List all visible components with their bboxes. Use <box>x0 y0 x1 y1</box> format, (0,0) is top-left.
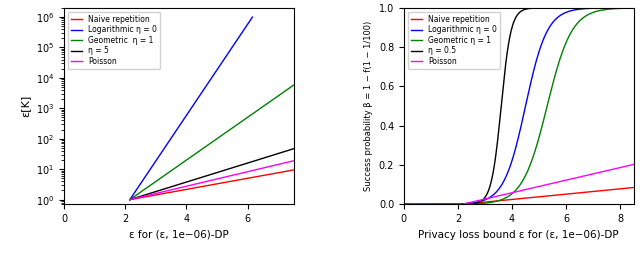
Naive repetition <box>400 203 408 206</box>
Logarithmic η = 0 <box>440 203 447 206</box>
Naive repetition <box>440 203 447 206</box>
η = 0.5 <box>625 6 633 9</box>
Poisson <box>400 203 408 206</box>
η = 5 <box>237 163 245 167</box>
Logarithmic η = 0 <box>488 194 496 198</box>
Geometric  η = 1 <box>127 197 135 200</box>
Line: Naive repetition: Naive repetition <box>404 188 634 204</box>
Naive repetition <box>290 168 298 172</box>
Legend: Naive repetition, Logarithmic η = 0, Geometric η = 1, η = 0.5, Poisson: Naive repetition, Logarithmic η = 0, Geo… <box>408 12 500 69</box>
Naive repetition <box>243 177 250 180</box>
Poisson <box>237 172 245 175</box>
η = 0.5 <box>426 203 434 206</box>
Geometric η = 1 <box>625 7 633 10</box>
Line: Poisson: Poisson <box>404 165 634 204</box>
Geometric η = 1 <box>426 203 434 206</box>
η = 0.5 <box>440 203 447 206</box>
Geometric  η = 1 <box>206 142 214 145</box>
Logarithmic η = 0 <box>173 127 181 130</box>
Naive repetition <box>630 186 637 189</box>
Logarithmic η = 0 <box>630 6 637 9</box>
η = 5 <box>126 198 134 201</box>
Naive repetition <box>426 203 434 206</box>
η = 0.5 <box>498 97 506 100</box>
Geometric  η = 1 <box>235 122 243 125</box>
Geometric  η = 1 <box>243 117 250 120</box>
Geometric η = 1 <box>498 198 506 201</box>
Poisson <box>440 203 447 206</box>
η = 5 <box>243 162 250 165</box>
Legend: Naive repetition, Logarithmic η = 0, Geometric  η = 1, η = 5, Poisson: Naive repetition, Logarithmic η = 0, Geo… <box>68 12 161 69</box>
Line: Logarithmic η = 0: Logarithmic η = 0 <box>130 17 252 200</box>
Poisson <box>600 170 608 173</box>
η = 5 <box>127 198 135 201</box>
Logarithmic η = 0 <box>400 203 408 206</box>
Logarithmic η = 0 <box>248 15 256 19</box>
η = 5 <box>259 157 267 160</box>
Logarithmic η = 0 <box>426 203 434 206</box>
Logarithmic η = 0 <box>498 183 506 186</box>
Line: η = 5: η = 5 <box>130 149 294 200</box>
Poisson <box>206 179 214 182</box>
Naive repetition <box>237 178 245 181</box>
Geometric η = 1 <box>488 201 496 204</box>
Line: Geometric η = 1: Geometric η = 1 <box>404 8 634 204</box>
Logarithmic η = 0 <box>188 106 195 109</box>
Naive repetition <box>259 174 267 177</box>
η = 5 <box>206 173 214 176</box>
Naive repetition <box>498 199 506 202</box>
Line: η = 0.5: η = 0.5 <box>404 8 634 204</box>
η = 0.5 <box>600 6 608 9</box>
Logarithmic η = 0 <box>238 31 246 34</box>
Geometric η = 1 <box>630 7 637 10</box>
Geometric  η = 1 <box>126 198 134 201</box>
Geometric  η = 1 <box>290 84 298 87</box>
Poisson <box>290 159 298 162</box>
Poisson <box>127 198 135 201</box>
Naive repetition <box>206 183 214 187</box>
Poisson <box>235 172 243 175</box>
Line: Geometric  η = 1: Geometric η = 1 <box>130 85 294 200</box>
Poisson <box>498 194 506 197</box>
Line: Logarithmic η = 0: Logarithmic η = 0 <box>404 8 634 204</box>
η = 0.5 <box>488 177 496 180</box>
X-axis label: Privacy loss bound ε for (ε, 1e−06)-DP: Privacy loss bound ε for (ε, 1e−06)-DP <box>419 230 619 240</box>
Y-axis label: ε[K]: ε[K] <box>20 95 30 117</box>
Y-axis label: Success probability β = 1 − f(1 − 1/100): Success probability β = 1 − f(1 − 1/100) <box>364 21 373 191</box>
Line: Poisson: Poisson <box>130 161 294 200</box>
Naive repetition <box>488 200 496 203</box>
Geometric η = 1 <box>600 8 608 11</box>
Poisson <box>488 196 496 199</box>
Poisson <box>625 164 633 167</box>
Poisson <box>426 203 434 206</box>
Naive repetition <box>235 178 243 182</box>
Logarithmic η = 0 <box>625 6 633 9</box>
Line: Naive repetition: Naive repetition <box>130 170 294 200</box>
Poisson <box>126 198 134 201</box>
Logarithmic η = 0 <box>600 7 608 10</box>
η = 5 <box>235 164 243 167</box>
Naive repetition <box>127 198 135 201</box>
Geometric  η = 1 <box>259 105 267 108</box>
η = 5 <box>290 147 298 150</box>
Poisson <box>630 163 637 166</box>
X-axis label: ε for (ε, 1e−06)-DP: ε for (ε, 1e−06)-DP <box>129 230 228 240</box>
Geometric  η = 1 <box>237 120 245 123</box>
Geometric η = 1 <box>400 203 408 206</box>
Naive repetition <box>625 186 633 189</box>
Naive repetition <box>600 189 608 192</box>
Logarithmic η = 0 <box>240 28 248 31</box>
Poisson <box>243 171 250 174</box>
Logarithmic η = 0 <box>246 18 254 21</box>
Naive repetition <box>126 198 134 201</box>
η = 0.5 <box>400 203 408 206</box>
Geometric η = 1 <box>440 203 447 206</box>
η = 0.5 <box>630 6 637 9</box>
Logarithmic η = 0 <box>126 198 134 201</box>
Poisson <box>259 167 267 170</box>
Logarithmic η = 0 <box>203 83 211 86</box>
